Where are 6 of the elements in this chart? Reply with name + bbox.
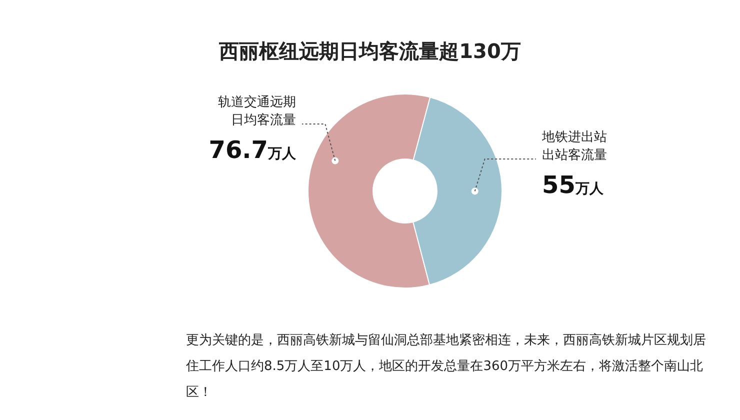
slice-label: 轨道交通远期日均客流量 xyxy=(218,94,296,128)
text: 更为关键的是，西丽高铁新城与留仙洞总部基地紧密相连，未来，西丽高铁新城片区规划居住工作人口约8.5万人至10万人，地区的开发总量在360万平方米左右，将激活整个南山北区！ xyxy=(186,332,707,402)
data-label: 55万人 xyxy=(542,171,604,199)
chart-title: 西丽枢纽远期日均客流量超130万 xyxy=(218,38,522,65)
slice-label: 地铁进出站出站客流量 xyxy=(541,130,607,163)
data-label: 76.7万人 xyxy=(208,136,297,164)
